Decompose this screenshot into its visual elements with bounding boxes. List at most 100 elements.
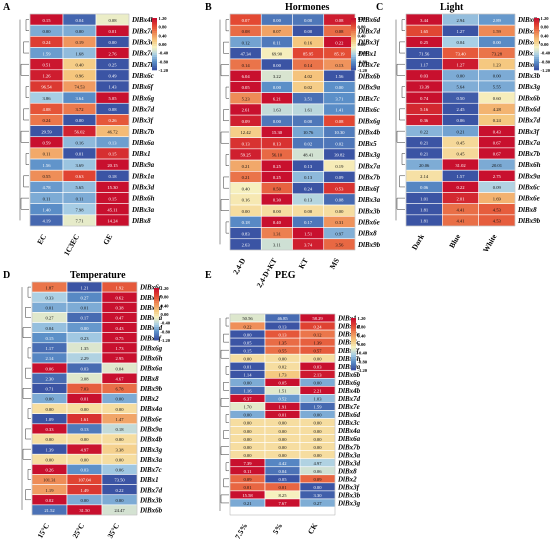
cell-value: 0.22 [420, 129, 429, 134]
cell-value: 0.05 [242, 85, 251, 90]
row-label: DlBx3a [357, 196, 381, 204]
cell-value: 0.04 [456, 40, 465, 45]
legend-tick: 0.40 [541, 33, 550, 38]
cell-value: 0.04 [75, 18, 84, 23]
legend-swatch [534, 24, 539, 27]
legend-swatch [154, 335, 159, 339]
cell-value: 24.47 [114, 508, 125, 513]
legend-swatch [351, 33, 356, 36]
cell-value: 0.01 [80, 306, 89, 311]
cell-value: 1.03 [313, 397, 322, 402]
cell-value: 0.18 [242, 220, 251, 225]
row-label: DlBx6h [517, 161, 541, 169]
cell-value: 0.01 [243, 485, 252, 490]
color-legend: 1.20 0.80 0.40 0.00 -0.40 -0.80 -1.20 [152, 16, 169, 73]
cell-value: 0.13 [304, 175, 313, 180]
cell-value: 0.04 [115, 366, 124, 371]
cell-value: 0.01 [80, 397, 89, 402]
column-label: 25°C [70, 522, 86, 540]
column-label: White [481, 232, 499, 254]
dendrogram [219, 19, 229, 245]
legend-swatch [351, 20, 356, 23]
legend-swatch [152, 24, 157, 27]
color-legend: 1.20 0.80 0.40 0.00 -0.40 -0.80 -1.20 [351, 316, 368, 373]
cell-value: 0.00 [278, 453, 287, 458]
legend-tick: 0.40 [358, 33, 367, 38]
legend-tick: 0.40 [358, 333, 367, 338]
legend-tick: 1.20 [358, 16, 367, 21]
cell-value: 0.63 [75, 174, 84, 179]
legend-swatch [154, 320, 159, 323]
cell-value: 1.81 [420, 207, 429, 212]
row-label: DlBx6c [517, 184, 540, 192]
row-label: DlBx3f [337, 483, 360, 491]
cell-value: 0.00 [304, 29, 313, 34]
heatmap-frame [229, 313, 336, 516]
row-label: DlBx6c [357, 106, 380, 114]
cell-value: 0.03 [420, 74, 429, 79]
cell-value: 0.00 [493, 40, 502, 45]
legend-swatch [154, 324, 159, 328]
cell-value: 0.00 [243, 445, 252, 450]
cell-value: 0.55 [42, 174, 51, 179]
legend-swatch [534, 67, 539, 71]
row-label: DlBx1a [131, 172, 155, 180]
cell-value: 96.54 [41, 85, 52, 90]
cell-value: 0.00 [243, 356, 252, 361]
row-label: DlBx3e [337, 331, 360, 339]
cell-value: 85.19 [334, 52, 345, 57]
cell-value: 56.02 [74, 129, 85, 134]
cell-value: 1.56 [42, 163, 51, 168]
cell-value: 4.53 [493, 219, 502, 224]
legend-swatch [351, 341, 356, 345]
row-label: DlBx9a [357, 84, 381, 92]
legend-tick: -1.20 [541, 68, 550, 73]
legend-tick: -0.80 [358, 59, 368, 64]
cell-value: 4.02 [304, 74, 313, 79]
cell-value: 2.14 [45, 356, 54, 361]
legend-swatch [351, 324, 356, 327]
cell-value: 4.41 [456, 207, 465, 212]
column-label: Blue [447, 232, 462, 250]
cell-value: 0.25 [273, 175, 282, 180]
cell-value: 0.00 [243, 332, 252, 337]
cell-value: 0.00 [278, 429, 287, 434]
legend-swatch [351, 18, 356, 21]
legend-swatch [152, 28, 157, 32]
legend-swatch [152, 44, 157, 47]
cell-value: 1.43 [108, 85, 117, 90]
cell-value: 0.00 [304, 209, 313, 214]
legend-swatch [154, 322, 159, 326]
cell-value: 0.01 [278, 413, 287, 418]
legend-swatch [351, 346, 356, 349]
cell-value: 3.64 [75, 96, 84, 101]
row-label: DlBx5 [357, 140, 377, 148]
cell-value: 0.00 [313, 437, 322, 442]
cell-value: 0.00 [335, 85, 344, 90]
legend-swatch [154, 301, 159, 304]
legend-swatch [152, 18, 157, 21]
cell-value: 47.34 [240, 52, 251, 57]
cell-value: 0.01 [243, 364, 252, 369]
cell-value: 0.21 [420, 141, 429, 146]
cell-value: 0.24 [313, 324, 322, 329]
panel-title: Temperature [70, 270, 126, 281]
cell-value: 5.64 [456, 85, 465, 90]
cell-value: 0.00 [115, 457, 124, 462]
cell-value: 1.47 [115, 417, 124, 422]
cell-value: 0.13 [278, 332, 287, 337]
cell-value: 0.14 [304, 63, 313, 68]
cell-value: 1.87 [45, 285, 54, 290]
legend-swatch [152, 39, 157, 43]
legend-swatch [351, 57, 356, 60]
legend-swatch [534, 46, 539, 49]
legend-swatch [534, 52, 539, 56]
cell-value: 0.45 [456, 141, 465, 146]
cell-value: 1.40 [42, 207, 51, 212]
row-label: DlBx8 [139, 375, 159, 383]
cell-value: 31.50 [79, 508, 90, 513]
cell-value: 0.12 [242, 40, 251, 45]
row-label: DlBx6b [357, 72, 381, 80]
row-label: DlBx7b [131, 61, 155, 69]
row-label: DlBx3a [139, 456, 163, 464]
